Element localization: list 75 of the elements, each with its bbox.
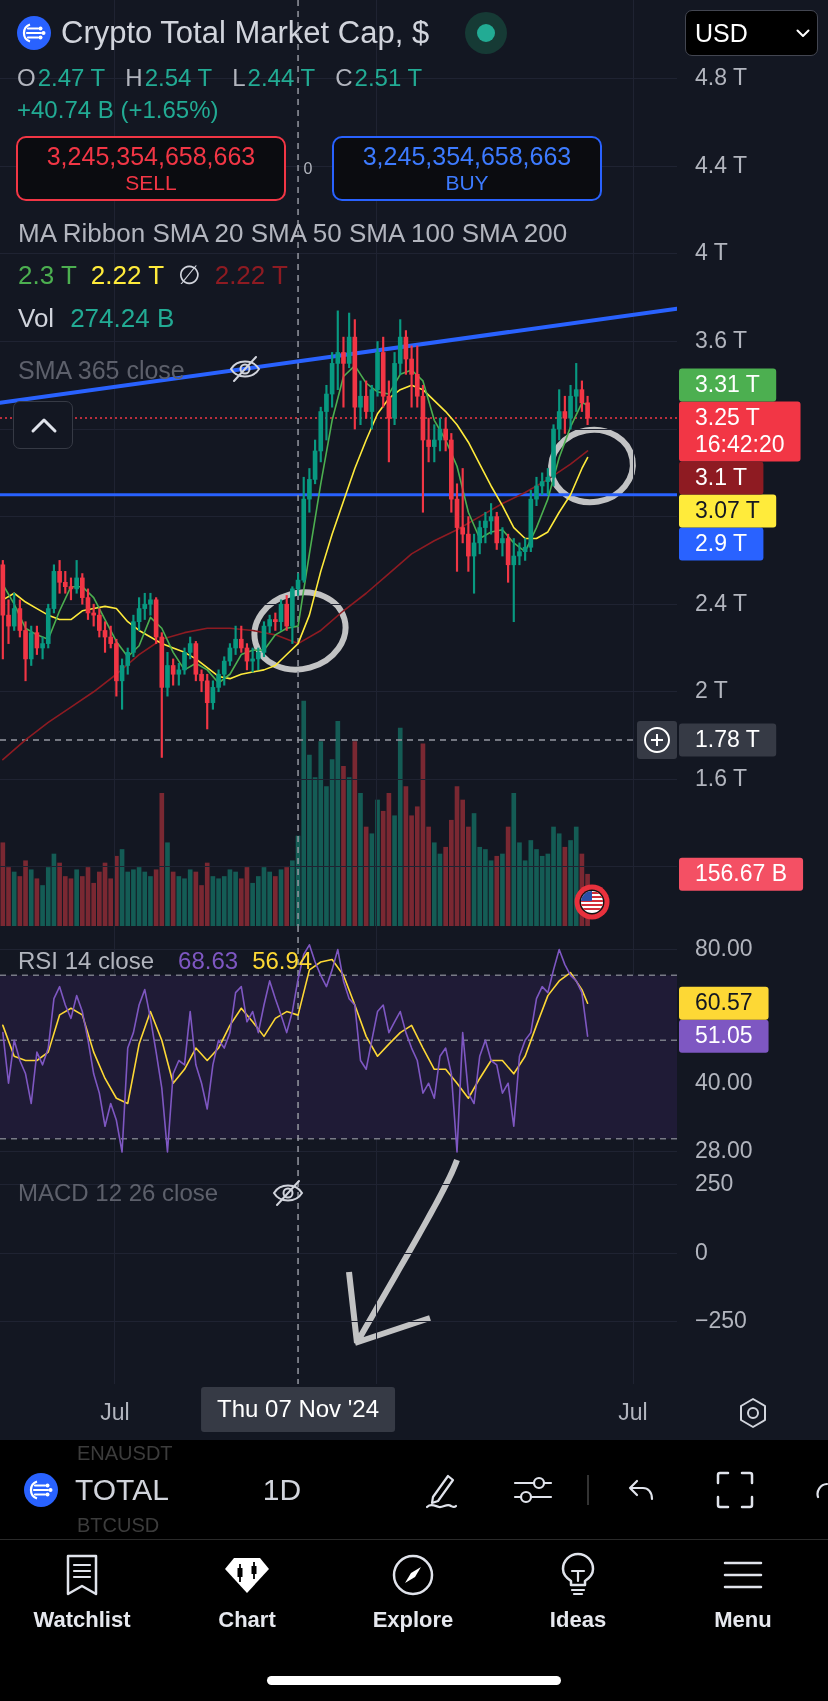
text: Ideas	[549, 1607, 607, 1633]
annotation: 2.54 T	[144, 64, 213, 92]
text: Chart	[218, 1607, 276, 1633]
y-tick-label: 4 T	[695, 239, 728, 266]
bar	[165, 842, 170, 926]
annotation: ∅	[178, 260, 201, 291]
text: 3.1 T	[695, 463, 747, 490]
bar	[28, 869, 34, 926]
ref-line-label: 2.9 T	[695, 529, 747, 556]
text: 60.57	[695, 989, 753, 1016]
annotation: L	[232, 64, 246, 92]
text: 3.07 T	[695, 496, 760, 523]
text: 3.31 T	[695, 370, 760, 397]
y-tick-label: 80.00	[695, 934, 753, 961]
annotation: 274.24 B	[70, 303, 175, 334]
bar	[500, 853, 505, 926]
y-tick-label: 250	[695, 1170, 734, 1197]
annotation: O	[17, 64, 36, 92]
annotation: 68.63	[178, 947, 239, 975]
annotation: 0	[303, 159, 313, 179]
chart-title: Vol	[18, 303, 55, 334]
ref-line-label: 3.25 T 16:42:20	[695, 403, 785, 457]
text: BTCUSD	[77, 1513, 160, 1537]
sell-button: 3,245,354,658,663 SELL	[16, 136, 286, 201]
text: Crypto Total Market Cap, $	[61, 15, 430, 51]
annotation: 3,245,354,658,663	[46, 142, 256, 171]
text: RSI 14 close	[18, 947, 155, 975]
annotation: 2.22 T	[214, 260, 288, 291]
buy-button: 3,245,354,658,663 BUY	[332, 136, 602, 201]
bar	[494, 855, 500, 926]
text: Menu	[714, 1607, 772, 1633]
ref-line-label: 1.78 T	[695, 725, 760, 752]
annotation: 2.3 T	[18, 260, 77, 291]
annotation: C	[335, 64, 353, 92]
currency-dropdown: USD	[685, 10, 818, 56]
annotation: SELL	[125, 170, 177, 195]
text: 156.67 B	[695, 860, 788, 887]
annotation: H	[125, 64, 143, 92]
y-tick-label: 3.6 T	[695, 326, 747, 353]
y-tick-label: 2.4 T	[695, 589, 747, 616]
y-tick-label: −250	[695, 1307, 747, 1334]
bar	[74, 869, 79, 926]
bar	[363, 826, 369, 926]
annotation: +40.74 B (+1.65%)	[17, 96, 219, 124]
y-tick-label: 0	[695, 1238, 708, 1265]
annotation: 2.47 T	[37, 64, 106, 92]
text: Explore	[372, 1607, 454, 1633]
bar	[341, 765, 346, 926]
bar	[358, 792, 363, 926]
text: TOTAL	[75, 1472, 169, 1508]
x-tick-label: Jul	[618, 1399, 648, 1426]
annotation: BUY	[445, 170, 489, 195]
text: ENAUSDT	[77, 1441, 173, 1465]
annotation: SMA 365 close	[18, 355, 185, 385]
bar	[11, 871, 17, 926]
annotation: 2.51 T	[354, 64, 423, 92]
annotation: 2.22 T	[90, 260, 165, 291]
annotation: 2.44 T	[247, 64, 316, 92]
bar	[352, 741, 358, 926]
y-tick-label: 40.00	[695, 1068, 753, 1095]
text: MACD 12 26 close	[18, 1179, 219, 1207]
y-tick-label: 2 T	[695, 677, 728, 704]
y-tick-label: 4.8 T	[695, 64, 747, 91]
text: Watchlist	[33, 1607, 131, 1633]
text: 51.05	[695, 1022, 753, 1049]
annotation: 3,245,354,658,663	[362, 142, 572, 171]
bar	[284, 867, 290, 926]
annotation: MA Ribbon SMA 20 SMA 50 SMA 100 SMA 200	[18, 218, 568, 249]
ref-line-label: Thu 07 Nov '24	[217, 1394, 380, 1422]
y-tick-label: 28.00	[695, 1137, 753, 1164]
text: 1D	[262, 1472, 302, 1508]
bar	[273, 876, 278, 926]
y-tick-label: 4.4 T	[695, 151, 747, 178]
x-tick-label: Jul	[100, 1399, 130, 1426]
y-tick-label: 1.6 T	[695, 764, 747, 791]
